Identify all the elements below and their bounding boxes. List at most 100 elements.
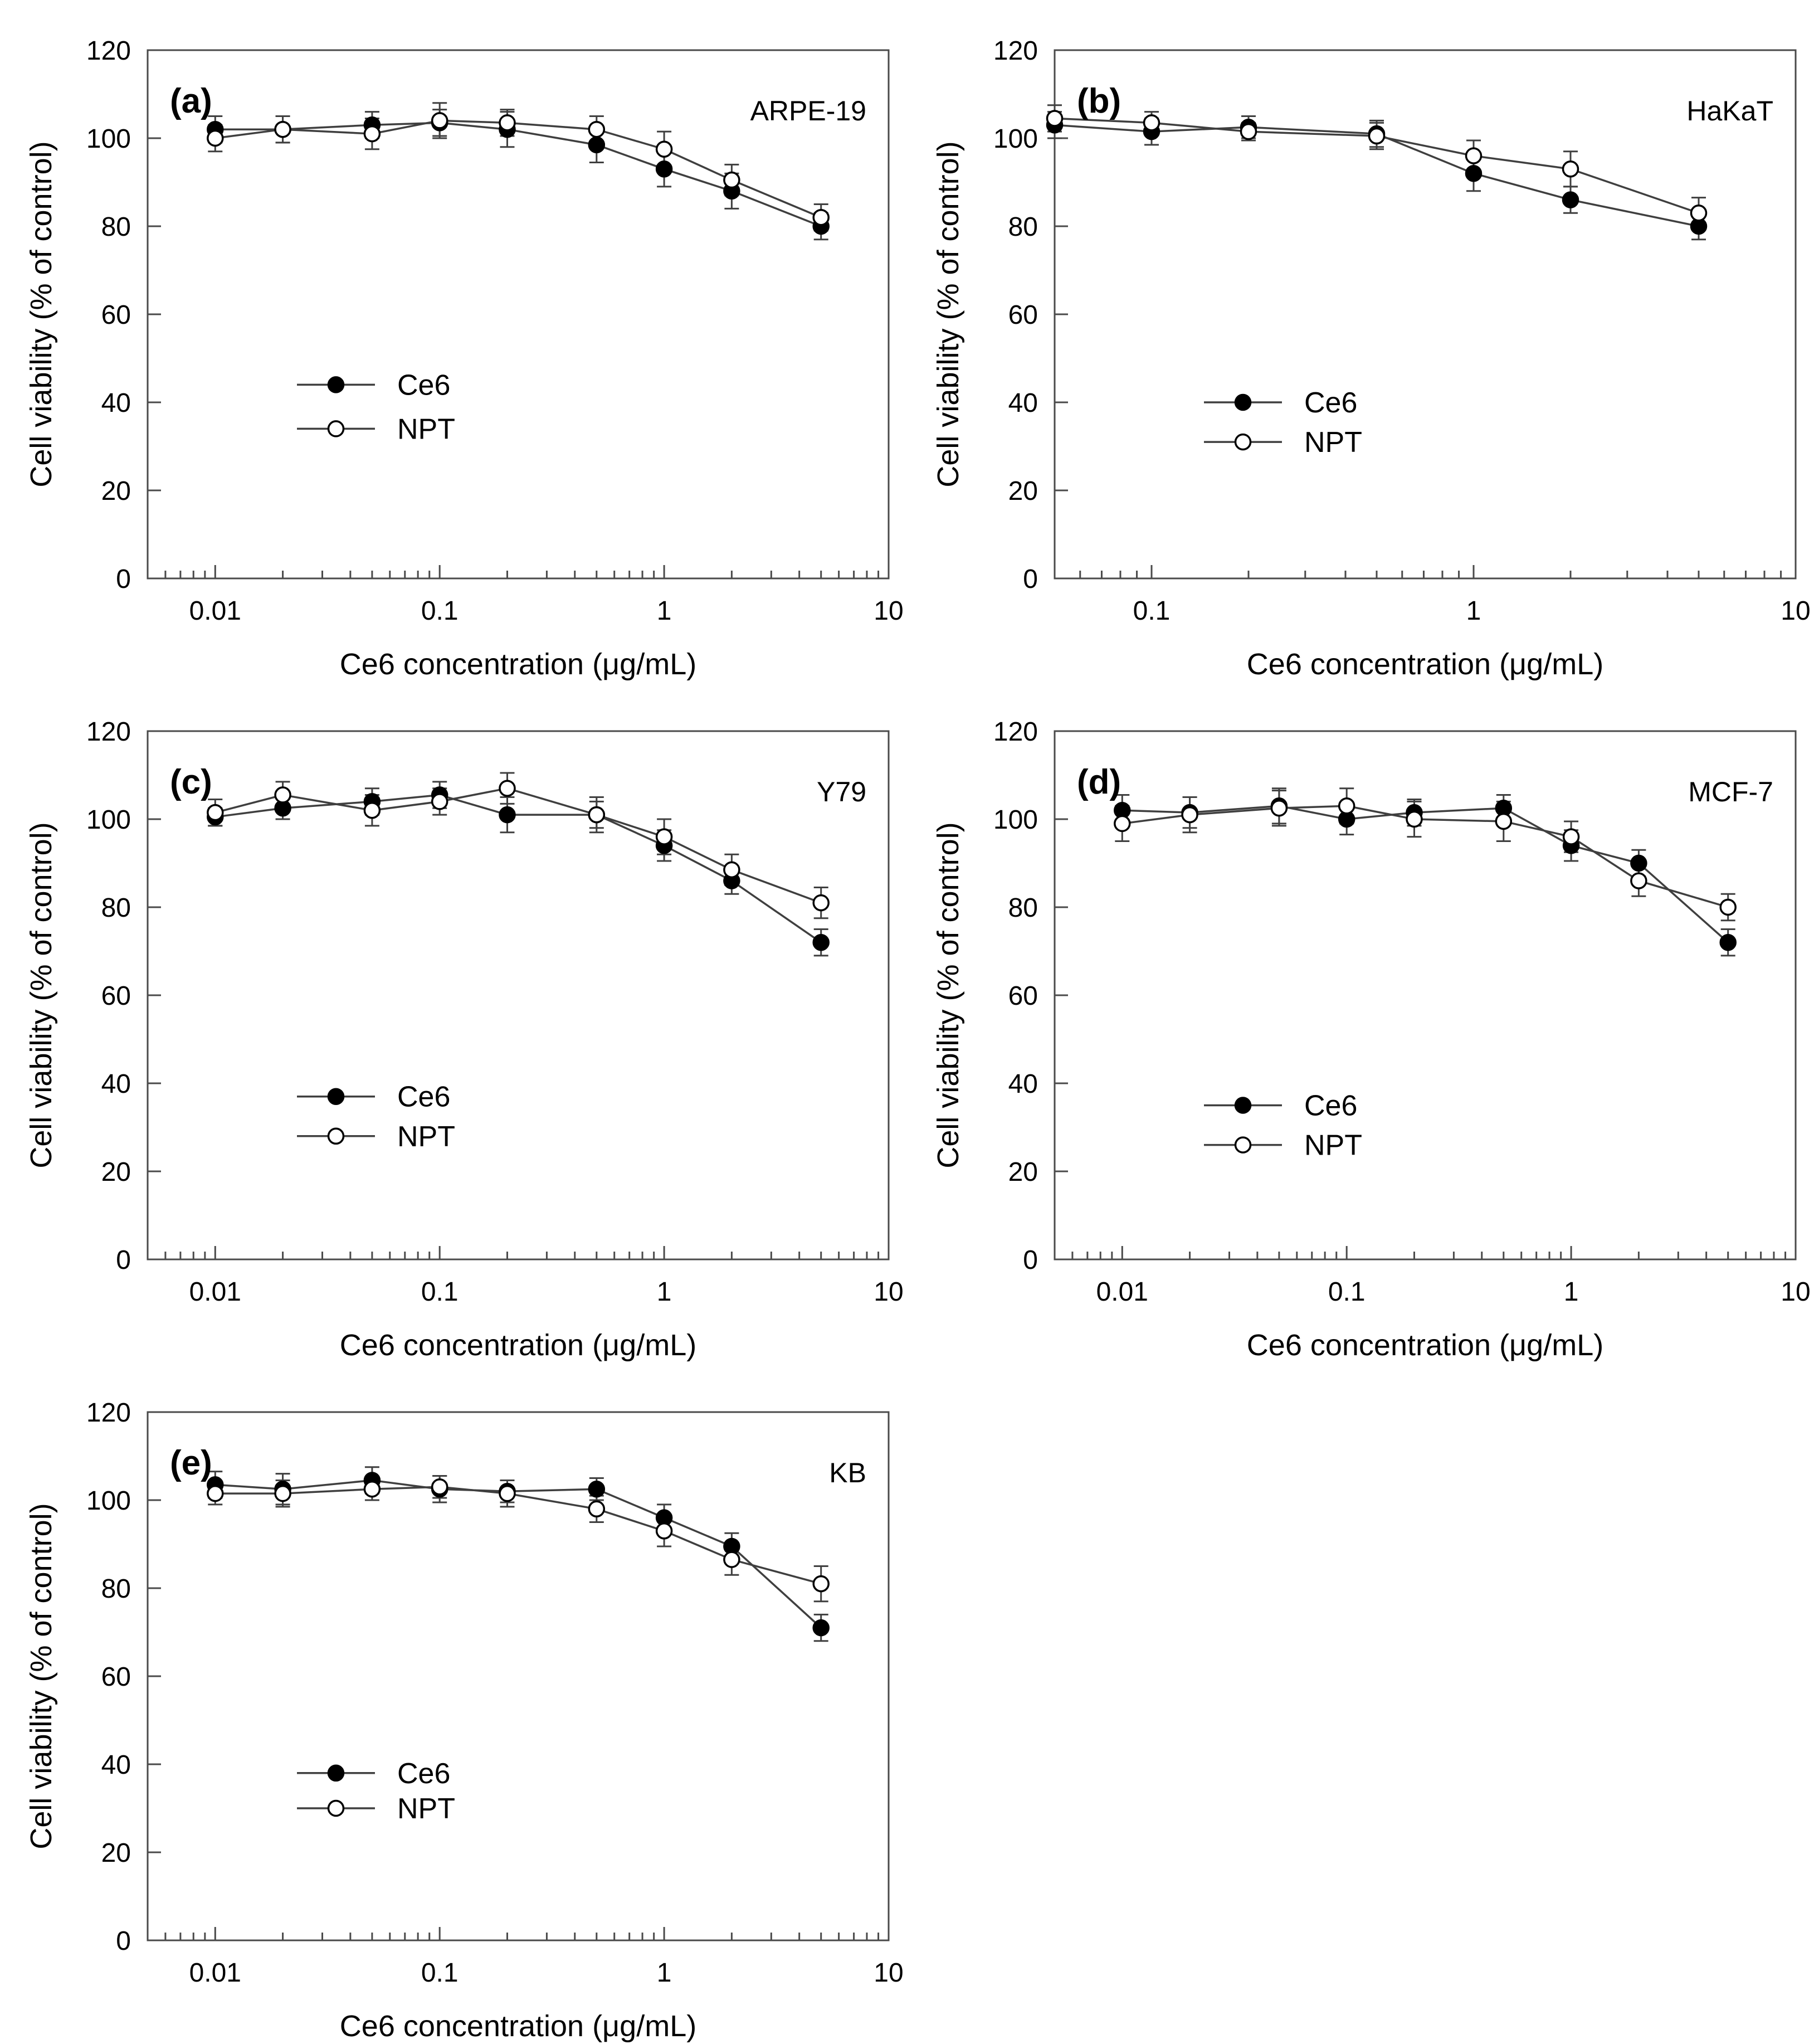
cell-line-label: KB (829, 1457, 866, 1488)
x-tick-label: 0.01 (189, 1958, 241, 1988)
data-point-NPT (499, 114, 516, 132)
data-point-NPT (1368, 127, 1386, 145)
series-line-NPT (215, 1486, 822, 1585)
x-tick-label: 10 (1781, 596, 1810, 626)
data-point-NPT (1181, 806, 1198, 824)
y-axis-title: Cell viability (% of control) (25, 822, 58, 1168)
y-axis-title: Cell viability (% of control) (25, 141, 58, 487)
legend-label: NPT (1304, 426, 1362, 459)
data-point-NPT (812, 208, 830, 226)
data-point-NPT (207, 129, 224, 147)
panel-letter: (c) (170, 763, 212, 801)
x-tick-label: 1 (657, 596, 672, 626)
y-tick-label: 0 (116, 1245, 131, 1275)
data-point-NPT (431, 1478, 448, 1496)
panel-letter: (a) (170, 82, 212, 120)
x-tick-label: 0.1 (421, 1958, 459, 1988)
y-tick-label: 80 (101, 212, 131, 242)
data-point-NPT (499, 780, 516, 797)
legend-label: NPT (397, 1121, 455, 1153)
y-tick-label: 120 (86, 1398, 131, 1428)
data-point-NPT (207, 804, 224, 821)
x-axis-title: Ce6 concentration (μg/mL) (340, 2009, 696, 2043)
panel-a: 0.01 0.1 1 10 0 20 40 60 80 100 120 (a) ARPE-19 Ce6 NP… (0, 0, 907, 681)
panel-d: 0.01 0.1 1 10 0 20 40 60 80 100 120 (d) MCF-7 Ce6 NPT C… (907, 681, 1814, 1362)
data-point-NPT (655, 140, 673, 158)
y-tick-label: 80 (1008, 893, 1038, 923)
y-tick-label: 100 (86, 805, 131, 835)
y-tick-label: 120 (86, 717, 131, 747)
y-axis-title: Cell viability (% of control) (932, 822, 965, 1168)
panel-letter: (e) (170, 1444, 212, 1482)
data-point-NPT (588, 120, 606, 138)
x-tick-label: 10 (874, 1958, 903, 1988)
data-point-NPT (363, 1481, 381, 1498)
y-tick-label: 80 (101, 1574, 131, 1604)
legend-label: Ce6 (1304, 387, 1357, 419)
x-axis-title: Ce6 concentration (μg/mL) (340, 648, 696, 681)
data-point-Ce6 (655, 160, 673, 178)
data-point-NPT (1143, 114, 1160, 132)
y-tick-label: 60 (101, 300, 131, 330)
y-tick-label: 0 (116, 564, 131, 594)
y-tick-label: 0 (1023, 564, 1038, 594)
x-tick-label: 0.01 (1096, 1277, 1148, 1307)
data-point-Ce6 (1630, 854, 1647, 872)
legend-marker-Ce6 (1234, 1097, 1252, 1114)
panel-c: 0.01 0.1 1 10 0 20 40 60 80 100 120 (c) Y79 Ce6 NPT Ce6… (0, 681, 907, 1362)
data-point-NPT (274, 1485, 291, 1502)
x-tick-label: 1 (1466, 596, 1481, 626)
data-point-Ce6 (812, 1619, 830, 1637)
x-axis-title: Ce6 concentration (μg/mL) (1247, 648, 1603, 681)
data-point-NPT (1465, 147, 1483, 164)
data-point-NPT (655, 1522, 673, 1540)
y-tick-label: 60 (1008, 981, 1038, 1011)
data-point-NPT (207, 1485, 224, 1502)
panel-e: 0.01 0.1 1 10 0 20 40 60 80 100 120 (e) KB Ce6 NPT Ce6 … (0, 1362, 907, 2043)
legend-label: NPT (1304, 1130, 1362, 1162)
data-point-NPT (723, 171, 740, 189)
data-point-NPT (1495, 812, 1513, 830)
data-point-NPT (1562, 160, 1579, 178)
legend-marker-Ce6 (327, 376, 345, 393)
x-tick-label: 1 (1564, 1277, 1579, 1307)
y-tick-label: 40 (1008, 1069, 1038, 1099)
cell-line-label: MCF-7 (1688, 776, 1773, 807)
x-tick-label: 1 (657, 1958, 672, 1988)
x-tick-label: 0.1 (1133, 596, 1171, 626)
data-point-Ce6 (588, 1481, 606, 1498)
y-tick-label: 0 (1023, 1245, 1038, 1275)
data-point-NPT (655, 828, 673, 845)
x-tick-label: 0.1 (421, 596, 459, 626)
legend-label: Ce6 (397, 1081, 450, 1113)
y-tick-label: 60 (101, 1662, 131, 1692)
data-point-Ce6 (1719, 933, 1737, 951)
data-point-NPT (812, 1575, 830, 1593)
legend-marker-NPT (327, 1799, 345, 1817)
x-tick-label: 0.01 (189, 1277, 241, 1307)
y-tick-label: 20 (101, 476, 131, 506)
data-point-NPT (588, 806, 606, 824)
panel-letter: (d) (1077, 763, 1121, 801)
x-tick-label: 1 (657, 1277, 672, 1307)
data-point-NPT (1270, 800, 1288, 817)
data-point-Ce6 (812, 933, 830, 951)
data-point-NPT (1046, 110, 1064, 127)
y-tick-label: 100 (86, 1486, 131, 1516)
plot-frame (1054, 730, 1797, 1261)
data-point-NPT (1338, 797, 1355, 815)
data-point-NPT (363, 801, 381, 819)
data-point-NPT (1690, 205, 1708, 222)
legend-marker-Ce6 (1234, 393, 1252, 411)
legend-marker-NPT (327, 420, 345, 437)
x-tick-label: 0.1 (421, 1277, 459, 1307)
y-axis-title: Cell viability (% of control) (932, 141, 965, 487)
x-tick-label: 0.1 (1328, 1277, 1366, 1307)
x-tick-label: 0.01 (189, 596, 241, 626)
y-tick-label: 0 (116, 1926, 131, 1956)
data-point-NPT (723, 861, 740, 879)
